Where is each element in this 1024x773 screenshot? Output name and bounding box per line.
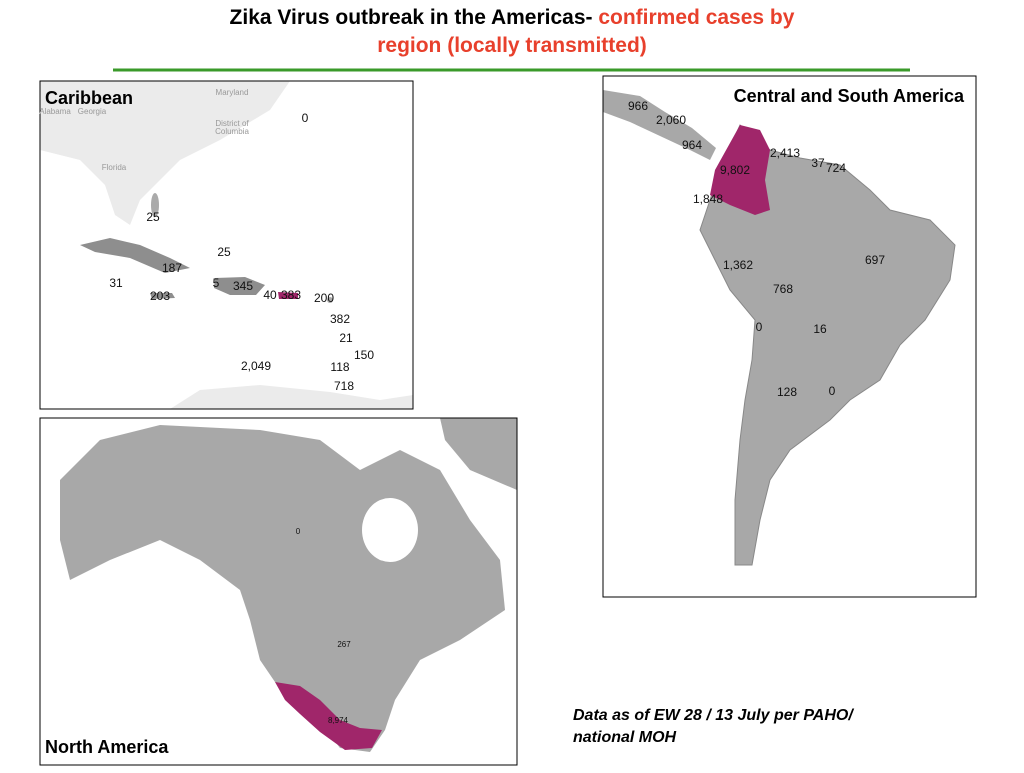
case-label: 9,802 bbox=[720, 163, 750, 177]
case-label: 345 bbox=[233, 279, 253, 293]
panel-border bbox=[39, 80, 414, 410]
panel-title: North America bbox=[45, 737, 169, 757]
case-label: 382 bbox=[330, 312, 350, 326]
north-america-map bbox=[40, 418, 517, 765]
island bbox=[327, 297, 333, 303]
base-map-label: Florida bbox=[102, 163, 127, 172]
slide-title-line2: region (locally transmitted) bbox=[377, 34, 647, 57]
case-label: 118 bbox=[330, 360, 349, 374]
case-label: 16 bbox=[813, 322, 827, 336]
panel-title: Central and South America bbox=[734, 86, 965, 106]
base-map-label: Alabama bbox=[39, 107, 71, 116]
mexico bbox=[275, 682, 382, 750]
title-black: Zika Virus outbreak in the Americas- bbox=[230, 6, 599, 29]
case-label: 0 bbox=[296, 527, 301, 536]
panel-title: Caribbean bbox=[45, 88, 133, 108]
case-label: 1,848 bbox=[693, 192, 723, 206]
case-label: 0 bbox=[756, 320, 763, 334]
south-america-map bbox=[603, 76, 976, 597]
note: national MOH bbox=[573, 729, 677, 746]
case-label: 1,362 bbox=[723, 258, 753, 272]
case-label: 267 bbox=[337, 640, 351, 649]
land bbox=[170, 385, 413, 409]
title-red: confirmed cases by bbox=[598, 6, 794, 29]
case-label: 0 bbox=[829, 384, 836, 398]
case-label: 25 bbox=[146, 210, 160, 224]
case-label: 150 bbox=[354, 348, 374, 362]
case-label: 2,413 bbox=[770, 146, 800, 160]
case-label: 5 bbox=[213, 276, 220, 290]
central-america bbox=[603, 90, 716, 160]
case-label: 200 bbox=[314, 291, 334, 305]
cuba bbox=[80, 238, 190, 273]
case-label: 31 bbox=[109, 276, 123, 290]
case-label: 964 bbox=[682, 138, 702, 152]
caribbean-map bbox=[40, 81, 413, 409]
case-label: 25 bbox=[217, 245, 231, 259]
land bbox=[40, 81, 290, 225]
case-label: 0 bbox=[302, 111, 309, 125]
case-label: 21 bbox=[339, 331, 353, 345]
case-label: 2,049 bbox=[241, 359, 271, 373]
panel-border bbox=[39, 417, 518, 766]
case-label: 128 bbox=[777, 385, 797, 399]
base-map-label: Georgia bbox=[78, 107, 107, 116]
case-label: 768 bbox=[773, 282, 793, 296]
case-label: 8,974 bbox=[328, 716, 349, 725]
hudson-bay bbox=[362, 498, 418, 562]
base-map-label: Columbia bbox=[215, 127, 249, 136]
case-label: 37 bbox=[811, 156, 825, 170]
case-label: 187 bbox=[162, 261, 182, 275]
base-map-label: District of bbox=[215, 119, 249, 128]
jamaica bbox=[150, 293, 175, 299]
case-label: 966 bbox=[628, 99, 648, 113]
case-label: 2,060 bbox=[656, 113, 686, 127]
case-label: 203 bbox=[150, 289, 170, 303]
colombia bbox=[710, 125, 770, 215]
case-label: 697 bbox=[865, 253, 885, 267]
case-label: 718 bbox=[334, 379, 354, 393]
south-america bbox=[699, 124, 956, 566]
panel-border bbox=[602, 75, 977, 598]
case-label: 724 bbox=[826, 161, 846, 175]
note: Data as of EW 28 / 13 July per PAHO/ bbox=[573, 707, 854, 724]
hispaniola bbox=[214, 277, 265, 295]
puerto-rico bbox=[278, 292, 298, 299]
slide-title: Zika Virus outbreak in the Americas- con… bbox=[230, 6, 795, 29]
greenland bbox=[440, 418, 517, 490]
case-label: 40 bbox=[263, 288, 277, 302]
base-map-label: Maryland bbox=[216, 88, 249, 97]
island bbox=[151, 193, 159, 217]
case-label: 383 bbox=[281, 288, 301, 302]
